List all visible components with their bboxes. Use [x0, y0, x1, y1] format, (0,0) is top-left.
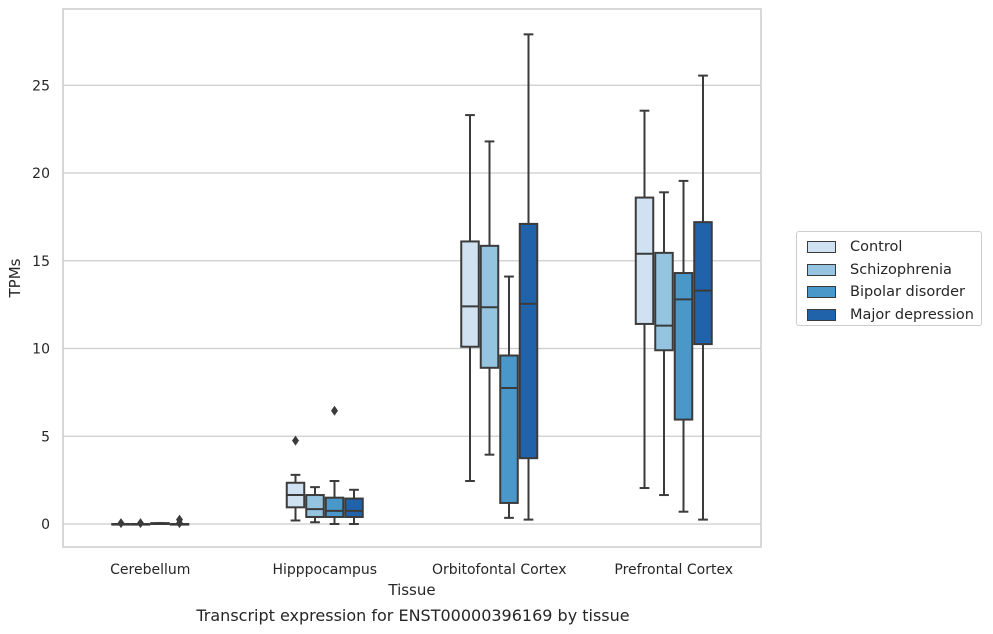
box-group — [285, 435, 306, 522]
legend: Control Schizophrenia Bipolar disorder M… — [796, 231, 982, 326]
legend-label: Major depression — [850, 306, 974, 323]
box-group — [518, 33, 539, 521]
legend-item: Schizophrenia — [803, 259, 975, 282]
box — [499, 354, 519, 504]
legend-item: Bipolar disorder — [803, 281, 975, 304]
box-group — [324, 405, 345, 525]
box — [518, 222, 539, 460]
box-group — [305, 486, 325, 524]
x-axis-label: Tissue — [387, 581, 435, 599]
box-group — [654, 191, 674, 497]
box — [305, 494, 325, 518]
box-group — [111, 518, 131, 529]
box — [344, 497, 364, 518]
gridlines — [63, 84, 761, 525]
box — [460, 240, 480, 348]
outlier-point — [292, 435, 299, 446]
x-tick-label: Cerebellum — [110, 562, 190, 578]
legend-label: Schizophrenia — [850, 261, 952, 278]
chart-caption: Transcript expression for ENST0000039616… — [196, 606, 630, 625]
y-tick-labels: 0 5 10 15 20 25 — [32, 78, 50, 533]
plot-frame — [62, 8, 762, 548]
legend-label: Bipolar disorder — [850, 284, 965, 301]
legend-item: Control — [803, 236, 975, 259]
y-axis-label: TPMs — [6, 258, 24, 298]
legend-swatch — [807, 263, 836, 276]
y-tick-label: 5 — [41, 429, 50, 445]
box — [673, 272, 694, 421]
box-group — [479, 140, 500, 456]
box-group — [344, 488, 364, 525]
outlier-point — [117, 518, 125, 529]
y-tick-label: 10 — [32, 342, 50, 358]
box-group — [460, 114, 480, 483]
y-tick-label: 0 — [41, 517, 50, 533]
outlier-point — [176, 514, 183, 525]
box-group — [169, 514, 190, 529]
outlier-point — [137, 518, 144, 529]
box-group — [150, 522, 170, 525]
box — [654, 251, 674, 352]
box-group — [130, 518, 151, 529]
y-tick-label: 15 — [32, 254, 50, 270]
box-plots — [111, 33, 713, 529]
box — [693, 221, 713, 346]
x-tick-label: Hipppocampus — [272, 562, 377, 578]
box-group — [673, 179, 694, 513]
box — [324, 496, 345, 518]
y-tick-label: 20 — [32, 166, 50, 182]
box — [634, 196, 655, 325]
y-tick-label: 25 — [32, 78, 50, 94]
legend-swatch — [807, 241, 836, 254]
box-group — [693, 74, 713, 521]
legend-swatch — [807, 286, 836, 299]
legend-swatch — [807, 308, 836, 321]
outlier-point — [331, 405, 338, 416]
box-group — [634, 109, 655, 490]
box-group — [499, 275, 519, 519]
legend-item: Major depression — [803, 304, 975, 327]
legend-label: Control — [850, 239, 903, 256]
x-tick-label: Orbitofontal Cortex — [432, 562, 567, 578]
x-tick-labels: Cerebellum Hipppocampus Orbitofontal Corte… — [110, 562, 733, 578]
x-tick-label: Prefrontal Cortex — [614, 562, 733, 578]
